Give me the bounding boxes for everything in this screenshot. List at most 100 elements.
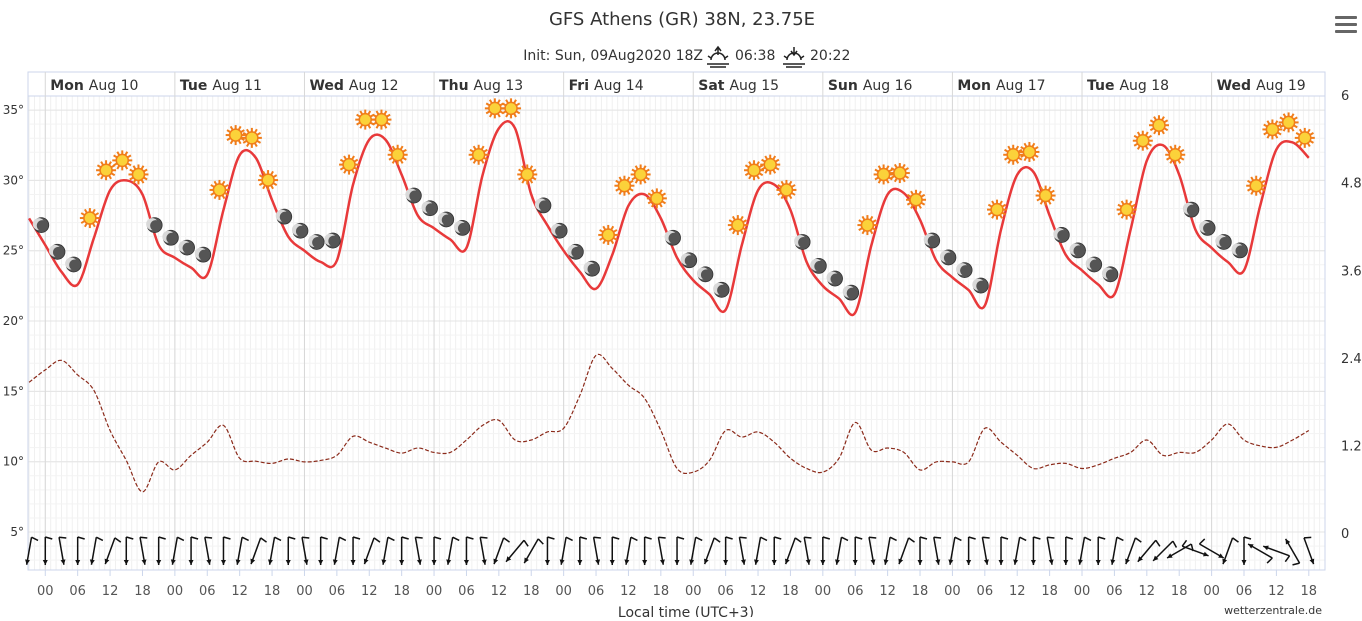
moon-shade xyxy=(846,287,858,299)
moon-icon xyxy=(939,249,957,266)
moon-shade xyxy=(166,232,178,244)
wind-arrow xyxy=(771,536,782,565)
x-tick-label: 06 xyxy=(1106,584,1123,599)
sunrise-icon xyxy=(707,45,729,68)
sun-disc xyxy=(990,202,1004,217)
x-tick-label: 18 xyxy=(653,584,670,599)
x-tick-label: 06 xyxy=(717,584,734,599)
sunset-icon xyxy=(783,47,805,68)
x-tick-label: 06 xyxy=(977,584,994,599)
moon-shade xyxy=(960,265,972,277)
wind-feather xyxy=(579,536,588,540)
wind-feather xyxy=(466,536,474,540)
wind-arrow xyxy=(188,536,199,565)
wind-arrow xyxy=(1241,536,1252,565)
x-tick-label: 18 xyxy=(1301,584,1318,599)
wind-feather xyxy=(919,536,928,540)
y-tick-label: 25° xyxy=(3,244,24,258)
moon-icon xyxy=(308,234,325,250)
wind-feather xyxy=(1155,539,1161,547)
date: Aug 16 xyxy=(863,78,913,94)
sun-disc xyxy=(115,153,130,168)
y2-tick-label: 0 xyxy=(1341,527,1349,542)
wind-feather xyxy=(713,537,721,543)
wind-arrow xyxy=(1303,536,1315,565)
wind-head xyxy=(898,558,904,565)
wind-head xyxy=(1167,553,1173,558)
moon-icon xyxy=(437,211,455,228)
wind-arrow xyxy=(674,536,685,565)
sun-disc xyxy=(212,183,227,197)
date: Aug 11 xyxy=(212,78,262,94)
moon-shade xyxy=(279,211,291,223)
wind-arrow xyxy=(624,536,638,565)
moon-shade xyxy=(684,255,696,267)
wind-arrow xyxy=(966,536,976,565)
sun-icon xyxy=(209,179,230,200)
sun-disc xyxy=(342,157,356,172)
moon-icon xyxy=(923,232,941,249)
wind-head xyxy=(1063,560,1069,565)
wind-feather xyxy=(433,536,442,540)
sun-disc xyxy=(1038,188,1053,203)
x-tick-label: 00 xyxy=(167,584,184,599)
wind-feather xyxy=(1243,536,1252,540)
wind-head xyxy=(416,559,422,565)
wind-feather xyxy=(31,536,39,542)
moon-icon xyxy=(826,270,843,287)
sun-icon xyxy=(1132,130,1153,151)
wind-feather xyxy=(1232,537,1239,543)
moon-icon xyxy=(1053,227,1070,243)
moon-shade xyxy=(1089,259,1101,271)
moon-icon xyxy=(1085,256,1103,273)
wind-head xyxy=(481,559,487,565)
x-tick-label: 06 xyxy=(847,584,864,599)
wind-feather xyxy=(301,536,310,539)
wind-head xyxy=(998,560,1004,565)
wind-feather xyxy=(982,536,990,539)
sun-disc xyxy=(633,167,648,182)
x-tick-label: 00 xyxy=(815,584,832,599)
day-label: Thu Aug 13 xyxy=(439,78,523,94)
sun-icon xyxy=(776,179,797,200)
moon-shade xyxy=(814,260,826,272)
sun-icon xyxy=(873,164,894,185)
moon-icon xyxy=(794,234,811,250)
moon-shade xyxy=(409,190,421,202)
wind-feather xyxy=(1116,536,1124,542)
wind-feather xyxy=(77,536,85,540)
x-tick-label: 18 xyxy=(523,584,540,599)
wind-arrow xyxy=(689,536,703,565)
wind-feather xyxy=(739,536,747,539)
moon-icon xyxy=(972,277,989,294)
wind-arrow xyxy=(1181,539,1209,557)
wind-head xyxy=(188,560,194,565)
wind-head xyxy=(303,559,309,565)
wind-head xyxy=(399,560,405,565)
x-tick-label: 00 xyxy=(555,584,572,599)
menu-button[interactable] xyxy=(1335,16,1357,33)
moon-icon xyxy=(275,208,293,225)
moon-icon xyxy=(551,222,568,239)
x-tick-label: 06 xyxy=(588,584,605,599)
sun-icon xyxy=(241,127,262,148)
weekday: Sun xyxy=(828,78,858,94)
wind-head xyxy=(835,559,840,565)
sun-icon xyxy=(339,154,360,175)
x-tick-label: 00 xyxy=(1203,584,1220,599)
sun-icon xyxy=(96,160,117,181)
wind-feather xyxy=(933,536,942,539)
wind-head xyxy=(463,560,469,565)
moon-shade xyxy=(976,280,988,292)
y-tick-label: 30° xyxy=(3,173,24,187)
wind-feather xyxy=(1292,562,1300,566)
wind-head xyxy=(206,559,212,565)
moon-shade xyxy=(1219,236,1231,248)
wind-head xyxy=(381,559,387,565)
weekday: Sat xyxy=(698,78,725,94)
day-label: Fri Aug 14 xyxy=(569,78,644,94)
wind-head xyxy=(948,559,954,565)
subtitle: Init: Sun, 09Aug2020 18Z xyxy=(523,48,703,64)
sun-disc xyxy=(779,183,794,197)
wind-feather xyxy=(126,536,134,540)
